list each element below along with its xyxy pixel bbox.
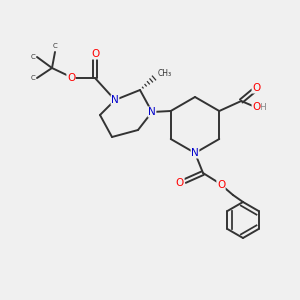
- Text: N: N: [148, 107, 156, 117]
- Text: O: O: [176, 178, 184, 188]
- Text: O: O: [252, 83, 260, 93]
- Text: C: C: [30, 75, 35, 81]
- Text: C: C: [30, 54, 35, 60]
- Text: N: N: [111, 95, 119, 105]
- Text: O: O: [67, 73, 75, 83]
- Text: O: O: [217, 180, 225, 190]
- Text: C: C: [52, 43, 57, 49]
- Text: O: O: [252, 102, 260, 112]
- Text: O: O: [91, 49, 99, 59]
- Text: CH₃: CH₃: [158, 70, 172, 79]
- Text: H: H: [259, 103, 266, 112]
- Text: N: N: [191, 148, 199, 158]
